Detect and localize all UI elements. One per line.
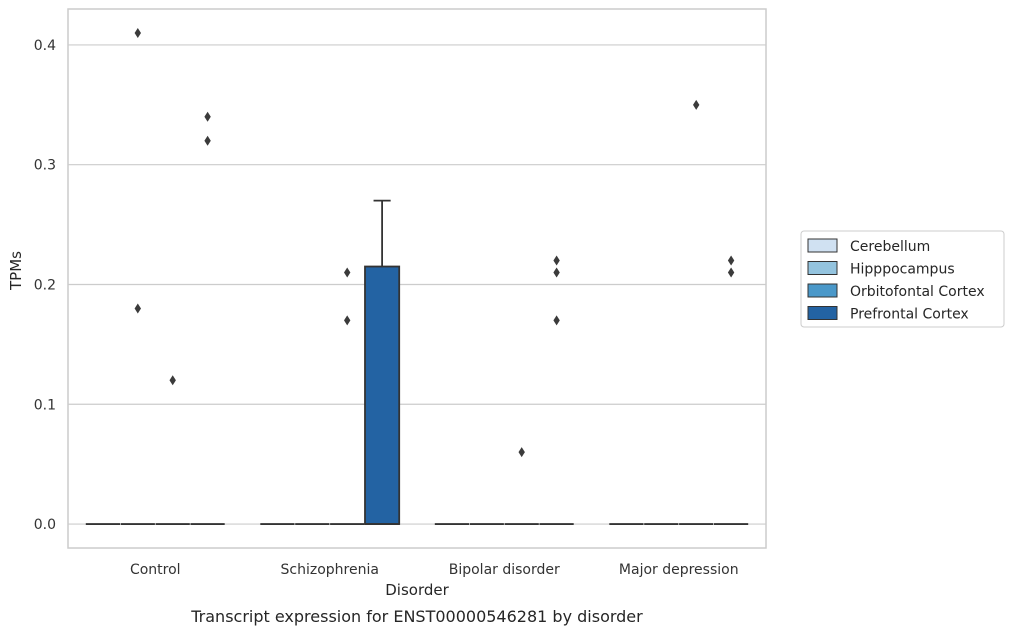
legend-label: Cerebellum (850, 239, 930, 255)
y-tick-labels: 0.0 0.1 0.2 0.3 0.4 (34, 38, 56, 533)
box-group (539, 255, 574, 525)
legend-swatch (807, 238, 838, 253)
legend-swatch (807, 261, 838, 275)
x-tick-label: Schizophrenia (281, 562, 379, 578)
outlier-point (169, 375, 176, 386)
legend-swatch (807, 283, 838, 298)
x-tick-label: Control (130, 562, 181, 578)
outlier-point (134, 27, 141, 38)
y-tick-label: 0.1 (34, 397, 56, 413)
outlier-point (553, 267, 560, 278)
box-group (713, 255, 749, 525)
y-tick-label: 0.0 (34, 517, 56, 533)
legend-frame (800, 230, 1005, 328)
legend-swatch (807, 306, 838, 320)
box (364, 265, 401, 525)
legend-label: Hipppocampus (850, 262, 955, 278)
y-tick-label: 0.3 (34, 158, 56, 174)
x-tick-label: Bipolar disorder (449, 562, 560, 578)
box-group (155, 375, 190, 525)
outlier-point (693, 99, 700, 110)
outlier-point (727, 255, 735, 266)
y-tick-label: 0.2 (34, 277, 56, 293)
chart-caption: Transcript expression for ENST0000054628… (190, 607, 643, 626)
box-group (679, 99, 714, 525)
outlier-point (204, 111, 211, 122)
y-tick-label: 0.4 (34, 38, 56, 54)
box-group (120, 27, 155, 525)
x-tick-labels: Control Schizophrenia Bipolar disorder Majo… (130, 562, 739, 578)
legend-label: Prefrontal Cortex (850, 307, 969, 323)
legend-label: Orbitofontal Cortex (850, 284, 985, 300)
outlier-point (518, 447, 525, 458)
grid-layer (68, 44, 766, 525)
box-group (364, 199, 401, 525)
outlier-point (134, 303, 141, 314)
outlier-point (344, 315, 351, 326)
box-group (190, 111, 225, 525)
outlier-point (344, 267, 351, 278)
legend: Cerebellum Hipppocampus Orbitofontal Corte… (800, 230, 1005, 328)
marks-layer (85, 27, 749, 525)
box-group (504, 447, 539, 525)
x-axis-title: Disorder (385, 581, 449, 599)
outlier-point (727, 267, 735, 278)
plot-frame (67, 8, 767, 549)
outlier-point (553, 315, 560, 326)
outlier-point (553, 255, 560, 266)
x-tick-label: Major depression (619, 562, 739, 578)
outlier-point (204, 135, 211, 146)
y-axis-title: TPMs (7, 251, 25, 291)
box-group (330, 267, 365, 525)
